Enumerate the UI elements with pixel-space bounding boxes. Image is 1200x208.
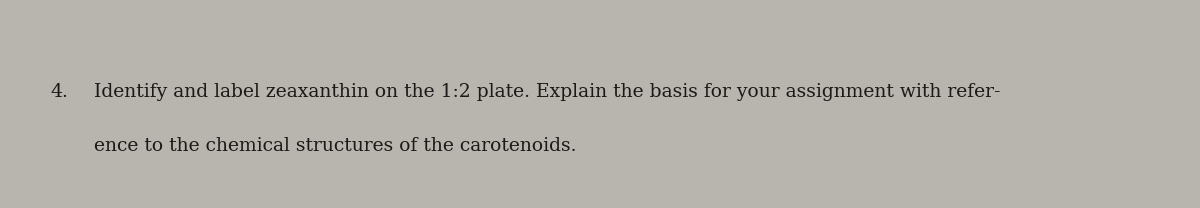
Text: ence to the chemical structures of the carotenoids.: ence to the chemical structures of the c… <box>94 137 576 155</box>
Text: 4.: 4. <box>50 83 68 100</box>
Text: Identify and label zeaxanthin on the 1:2 plate. Explain the basis for your assig: Identify and label zeaxanthin on the 1:2… <box>94 83 1000 100</box>
